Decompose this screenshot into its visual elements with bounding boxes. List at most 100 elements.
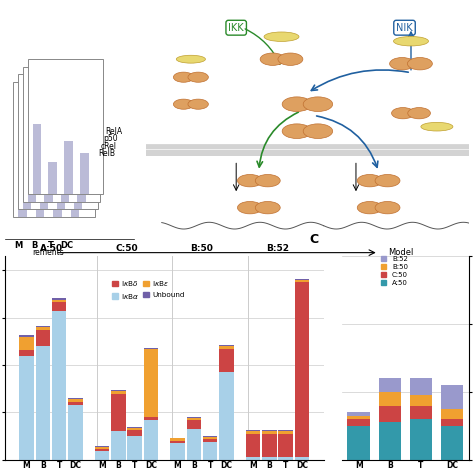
Bar — [219, 348, 234, 372]
Ellipse shape — [176, 55, 205, 63]
Bar — [379, 406, 401, 422]
Bar — [128, 430, 142, 436]
Bar — [203, 437, 218, 439]
Text: cRel: cRel — [100, 142, 116, 151]
Bar — [48, 162, 57, 194]
Bar — [52, 302, 66, 310]
Ellipse shape — [264, 32, 299, 41]
Bar — [40, 186, 48, 209]
Bar — [441, 426, 464, 460]
Bar — [278, 430, 293, 431]
Bar — [203, 442, 218, 460]
Bar — [295, 457, 309, 460]
Bar — [36, 326, 50, 327]
Bar — [36, 329, 50, 346]
Bar — [52, 310, 66, 460]
Text: Transcription rates: Transcription rates — [7, 266, 128, 275]
Bar — [203, 439, 218, 442]
Bar — [278, 434, 293, 457]
Bar — [219, 346, 234, 348]
Bar — [441, 419, 464, 426]
Bar — [95, 451, 109, 460]
Text: NIK: NIK — [396, 23, 413, 33]
Ellipse shape — [237, 201, 263, 214]
Bar — [278, 457, 293, 460]
Text: C:50: C:50 — [115, 244, 138, 253]
Bar — [111, 431, 126, 460]
Ellipse shape — [188, 72, 209, 82]
Bar — [19, 337, 34, 350]
Bar — [295, 280, 309, 283]
Bar — [18, 74, 98, 209]
Bar — [23, 152, 31, 209]
Bar — [68, 398, 83, 399]
Bar — [95, 449, 109, 451]
Text: RelB: RelB — [98, 149, 115, 158]
Bar — [146, 150, 469, 156]
Bar — [144, 419, 158, 460]
Bar — [347, 426, 370, 460]
Bar — [33, 124, 41, 194]
Bar — [246, 457, 260, 460]
Bar — [379, 422, 401, 460]
Bar — [111, 390, 126, 391]
Bar — [410, 406, 432, 419]
Bar — [28, 138, 36, 201]
Bar — [95, 447, 109, 449]
Bar — [111, 391, 126, 393]
Ellipse shape — [282, 97, 311, 111]
Bar — [246, 431, 260, 434]
Bar — [295, 283, 309, 457]
Bar — [53, 210, 62, 217]
Bar — [52, 300, 66, 302]
Ellipse shape — [278, 53, 303, 65]
Bar — [19, 356, 34, 460]
Bar — [379, 392, 401, 406]
Bar — [13, 82, 95, 217]
Bar — [95, 446, 109, 447]
Bar — [410, 419, 432, 460]
Bar — [170, 443, 185, 460]
Bar — [379, 378, 401, 392]
Ellipse shape — [375, 201, 400, 214]
Bar — [219, 345, 234, 346]
Ellipse shape — [421, 122, 453, 131]
Bar — [18, 207, 27, 217]
Ellipse shape — [392, 108, 414, 119]
Text: rements: rements — [32, 248, 64, 257]
Bar — [441, 385, 464, 409]
Ellipse shape — [375, 174, 400, 187]
Bar — [77, 166, 86, 201]
Text: B:52: B:52 — [266, 244, 289, 253]
Bar — [144, 417, 158, 419]
Bar — [441, 409, 464, 419]
Bar — [203, 436, 218, 437]
Bar — [187, 420, 201, 429]
Text: RelA: RelA — [105, 127, 122, 136]
Bar — [128, 427, 142, 428]
Text: C: C — [310, 233, 319, 246]
Ellipse shape — [357, 201, 382, 214]
Bar — [262, 431, 276, 434]
Bar — [36, 327, 50, 329]
Bar — [410, 378, 432, 395]
Ellipse shape — [255, 201, 280, 214]
Bar — [144, 347, 158, 348]
Text: B:50: B:50 — [191, 244, 213, 253]
Bar — [262, 430, 276, 431]
Ellipse shape — [237, 174, 263, 187]
Bar — [28, 59, 103, 194]
Legend: I$\kappa$B$\delta$, I$\kappa$B$\alpha$, I$\kappa$B$\varepsilon$, Unbound: I$\kappa$B$\delta$, I$\kappa$B$\alpha$, … — [109, 276, 187, 303]
Bar — [219, 372, 234, 460]
Text: p50: p50 — [103, 134, 118, 143]
Bar — [68, 405, 83, 460]
Ellipse shape — [390, 57, 415, 70]
Bar — [111, 393, 126, 431]
Bar — [80, 154, 89, 194]
Text: IKK: IKK — [228, 23, 244, 33]
Ellipse shape — [188, 99, 209, 109]
Bar — [144, 348, 158, 417]
Bar — [347, 412, 370, 416]
Bar — [68, 401, 83, 405]
Ellipse shape — [303, 97, 333, 111]
